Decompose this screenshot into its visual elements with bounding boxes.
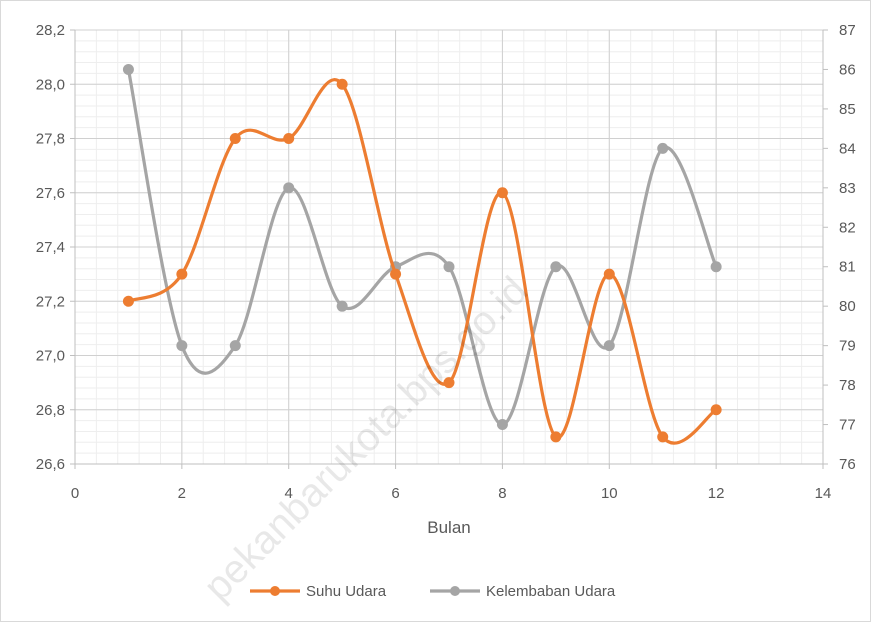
data-point-humidity	[710, 261, 722, 273]
y-right-tick-label: 86	[839, 61, 856, 78]
y-right-tick-label: 77	[839, 417, 856, 434]
x-tick-label: 0	[71, 485, 79, 502]
data-point-temperature	[176, 268, 188, 280]
y-right-tick-label: 76	[839, 456, 856, 473]
data-point-humidity	[176, 340, 188, 352]
data-point-temperature	[390, 268, 402, 280]
data-point-humidity	[603, 340, 615, 352]
legend-label-humidity: Kelembaban Udara	[486, 583, 616, 600]
x-tick-label: 8	[498, 485, 506, 502]
series-line-humidity	[126, 67, 718, 427]
y-right-tick-label: 82	[839, 219, 856, 236]
data-point-humidity	[550, 261, 562, 273]
data-point-temperature	[496, 187, 508, 199]
y-right-tick-label: 78	[839, 377, 856, 394]
x-tick-label: 10	[601, 485, 618, 502]
data-point-temperature	[283, 133, 295, 144]
y-left-tick-label: 28,0	[36, 76, 65, 93]
data-point-humidity	[283, 182, 295, 194]
x-tick-label: 2	[178, 485, 186, 502]
y-right-tick-label: 79	[839, 338, 856, 355]
y-right-tick-label: 80	[839, 298, 856, 315]
data-point-temperature	[657, 431, 669, 443]
y-left-tick-label: 28,2	[36, 22, 65, 39]
x-tick-label: 14	[815, 485, 832, 502]
data-point-humidity	[122, 63, 134, 75]
y-left-tick-label: 27,6	[36, 185, 65, 202]
data-point-humidity	[229, 340, 241, 352]
y-left-tick-label: 27,4	[36, 239, 65, 256]
y-right-tick-label: 83	[839, 180, 856, 197]
data-point-temperature	[229, 133, 241, 144]
legend-marker-humidity	[450, 586, 460, 596]
y-right-tick-label: 81	[839, 259, 856, 276]
x-axis-title: Bulan	[427, 518, 470, 537]
y-left-tick-label: 27,8	[36, 131, 65, 148]
x-tick-label: 4	[285, 485, 293, 502]
y-right-tick-label: 85	[839, 101, 856, 118]
legend-label-temperature: Suhu Udara	[306, 583, 387, 600]
data-point-humidity	[496, 419, 508, 431]
data-point-temperature	[122, 295, 134, 307]
y-left-tick-label: 26,6	[36, 456, 65, 473]
x-tick-label: 6	[391, 485, 399, 502]
legend-marker-temperature	[270, 586, 280, 596]
data-point-temperature	[603, 268, 615, 280]
x-tick-label: 12	[708, 485, 725, 502]
y-left-tick-label: 27,2	[36, 293, 65, 310]
data-point-temperature	[710, 404, 722, 416]
data-point-temperature	[550, 431, 562, 443]
data-point-humidity	[657, 142, 669, 154]
y-right-tick-label: 84	[839, 140, 856, 157]
y-left-tick-label: 26,8	[36, 402, 65, 419]
y-left-tick-label: 27,0	[36, 348, 65, 365]
data-point-temperature	[443, 377, 455, 389]
data-point-temperature	[336, 78, 348, 90]
data-point-humidity	[336, 300, 348, 312]
data-point-humidity	[443, 261, 455, 273]
y-right-tick-label: 87	[839, 22, 856, 39]
